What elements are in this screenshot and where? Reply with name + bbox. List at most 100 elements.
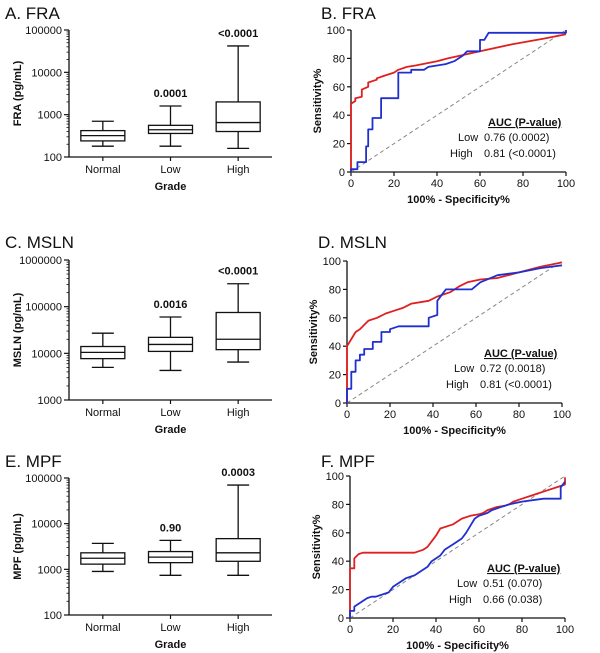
roc-curve-reference bbox=[349, 475, 566, 619]
roc-curve-high bbox=[350, 33, 567, 172]
y-tick-label: 100 bbox=[327, 25, 345, 37]
y-tick-label: 20 bbox=[332, 585, 344, 597]
box-low: Low 0.90 bbox=[147, 522, 194, 634]
x-tick-label: 60 bbox=[473, 624, 485, 636]
x-axis-title: Grade bbox=[155, 181, 187, 193]
roc-curve-low bbox=[349, 481, 566, 618]
y-axis-title: MPF (pg/mL) bbox=[12, 513, 24, 580]
x-tick-label: 0 bbox=[347, 624, 353, 636]
x-tick-label: 20 bbox=[384, 409, 396, 421]
legend-value: 0.76 (0.0002) bbox=[484, 132, 549, 144]
box-normal: Normal bbox=[80, 120, 126, 176]
roc-curve-reference bbox=[346, 260, 563, 404]
panel-title: D. MSLN bbox=[318, 233, 387, 252]
x-tick-label: 80 bbox=[517, 178, 529, 190]
panel-title: C. MSLN bbox=[5, 233, 74, 252]
y-tick-label: 40 bbox=[329, 341, 341, 353]
y-axis-title: Sensitivity% bbox=[312, 68, 324, 133]
panel-F: F. MPF 0 20 40 60 80 100 0 20 40 60 80 100 AUC (P-val… bbox=[311, 452, 574, 652]
x-tick-label: Low bbox=[160, 164, 180, 176]
x-axis-title: Grade bbox=[155, 424, 187, 436]
x-axis-title: Grade bbox=[155, 639, 187, 651]
y-tick-label: 100000 bbox=[25, 473, 62, 485]
panel-title: F. MPF bbox=[321, 452, 375, 471]
legend-value: 0.66 (0.038) bbox=[483, 594, 542, 606]
box-high: High <0.0001 bbox=[215, 28, 261, 176]
panel-B: B. FRA 0 20 40 60 80 100 0 20 40 60 80 100 AUC (P-val… bbox=[312, 4, 575, 206]
legend-name: Low bbox=[457, 578, 477, 590]
p-value-label: <0.0001 bbox=[218, 266, 258, 278]
y-tick-label: 1000 bbox=[38, 395, 62, 407]
legend-value: 0.81 (<0.0001) bbox=[484, 148, 556, 160]
roc-curve-low bbox=[350, 30, 567, 172]
y-axis-title: Sensitivity% bbox=[308, 299, 320, 364]
y-axis-title: FRA (pg/mL) bbox=[12, 60, 24, 126]
legend-value: 0.72 (0.0018) bbox=[480, 363, 545, 375]
y-tick-label: 1000 bbox=[38, 110, 62, 122]
y-tick-label: 60 bbox=[333, 82, 345, 94]
x-tick-label: 60 bbox=[470, 409, 482, 421]
x-tick-label: High bbox=[227, 164, 250, 176]
panel-A: A. FRA 100 1000 10000 100000 Normal Low 0.0001 H… bbox=[5, 4, 272, 193]
roc-curve-high bbox=[349, 477, 566, 618]
x-tick-label: High bbox=[227, 622, 250, 634]
x-tick-label: 40 bbox=[430, 624, 442, 636]
x-axis-title: 100% - Specificity% bbox=[407, 194, 510, 206]
panel-D: D. MSLN 0 20 40 60 80 100 0 20 40 60 80 100 AUC (P-va… bbox=[308, 233, 571, 437]
y-tick-label: 80 bbox=[333, 53, 345, 65]
y-tick-label: 60 bbox=[332, 528, 344, 540]
legend-value: 0.51 (0.070) bbox=[483, 578, 542, 590]
box-iqr bbox=[215, 537, 261, 562]
x-tick-label: Normal bbox=[85, 407, 120, 419]
x-tick-label: Low bbox=[160, 407, 180, 419]
legend-name: High bbox=[449, 594, 472, 606]
legend-name: Low bbox=[454, 363, 474, 375]
roc-curve-reference bbox=[350, 29, 567, 173]
box-normal: Normal bbox=[80, 542, 126, 634]
y-axis-title: Sensitivity% bbox=[311, 514, 323, 579]
box-iqr bbox=[215, 311, 261, 351]
x-tick-label: 40 bbox=[427, 409, 439, 421]
y-tick-label: 10000 bbox=[31, 348, 62, 360]
y-axis-title: MSLN (pg/mL) bbox=[12, 292, 24, 367]
panel-title: E. MPF bbox=[5, 452, 62, 471]
panel-title: A. FRA bbox=[5, 4, 60, 23]
legend-title: AUC (P-value) bbox=[484, 348, 558, 360]
y-tick-label: 100 bbox=[326, 471, 344, 483]
x-tick-label: 0 bbox=[344, 409, 350, 421]
x-axis-title: 100% - Specificity% bbox=[403, 425, 506, 437]
x-tick-label: 100 bbox=[553, 409, 571, 421]
y-tick-label: 1000 bbox=[38, 564, 62, 576]
x-tick-label: 0 bbox=[348, 178, 354, 190]
p-value-label: 0.0001 bbox=[154, 88, 188, 100]
box-low: Low 0.0001 bbox=[147, 88, 194, 176]
p-value-label: 0.0016 bbox=[154, 299, 188, 311]
y-tick-label: 100 bbox=[44, 152, 62, 164]
box-iqr bbox=[215, 101, 261, 133]
x-tick-label: 80 bbox=[513, 409, 525, 421]
panel-C: C. MSLN 1000 10000 100000 1000000 Normal Low 0.… bbox=[5, 233, 272, 436]
p-value-label: 0.90 bbox=[160, 522, 181, 534]
y-tick-label: 100000 bbox=[25, 302, 62, 314]
y-tick-label: 10000 bbox=[31, 519, 62, 531]
legend-value: 0.81 (<0.0001) bbox=[480, 379, 552, 391]
y-tick-label: 100 bbox=[44, 610, 62, 622]
y-tick-label: 1000000 bbox=[19, 255, 62, 267]
p-value-label: <0.0001 bbox=[218, 28, 258, 40]
roc-curve-low bbox=[346, 264, 563, 403]
x-tick-label: 60 bbox=[474, 178, 486, 190]
panel-title: B. FRA bbox=[321, 4, 376, 23]
x-tick-label: 80 bbox=[516, 624, 528, 636]
legend-name: High bbox=[446, 379, 469, 391]
y-tick-label: 80 bbox=[332, 499, 344, 511]
legend-name: Low bbox=[458, 132, 478, 144]
legend-name: High bbox=[450, 148, 473, 160]
box-low: Low 0.0016 bbox=[147, 299, 194, 419]
x-tick-label: Normal bbox=[85, 622, 120, 634]
p-value-label: 0.0003 bbox=[221, 467, 255, 479]
x-tick-label: 40 bbox=[431, 178, 443, 190]
x-tick-label: 100 bbox=[556, 624, 574, 636]
y-tick-label: 10000 bbox=[31, 67, 62, 79]
legend-title: AUC (P-value) bbox=[487, 563, 561, 575]
